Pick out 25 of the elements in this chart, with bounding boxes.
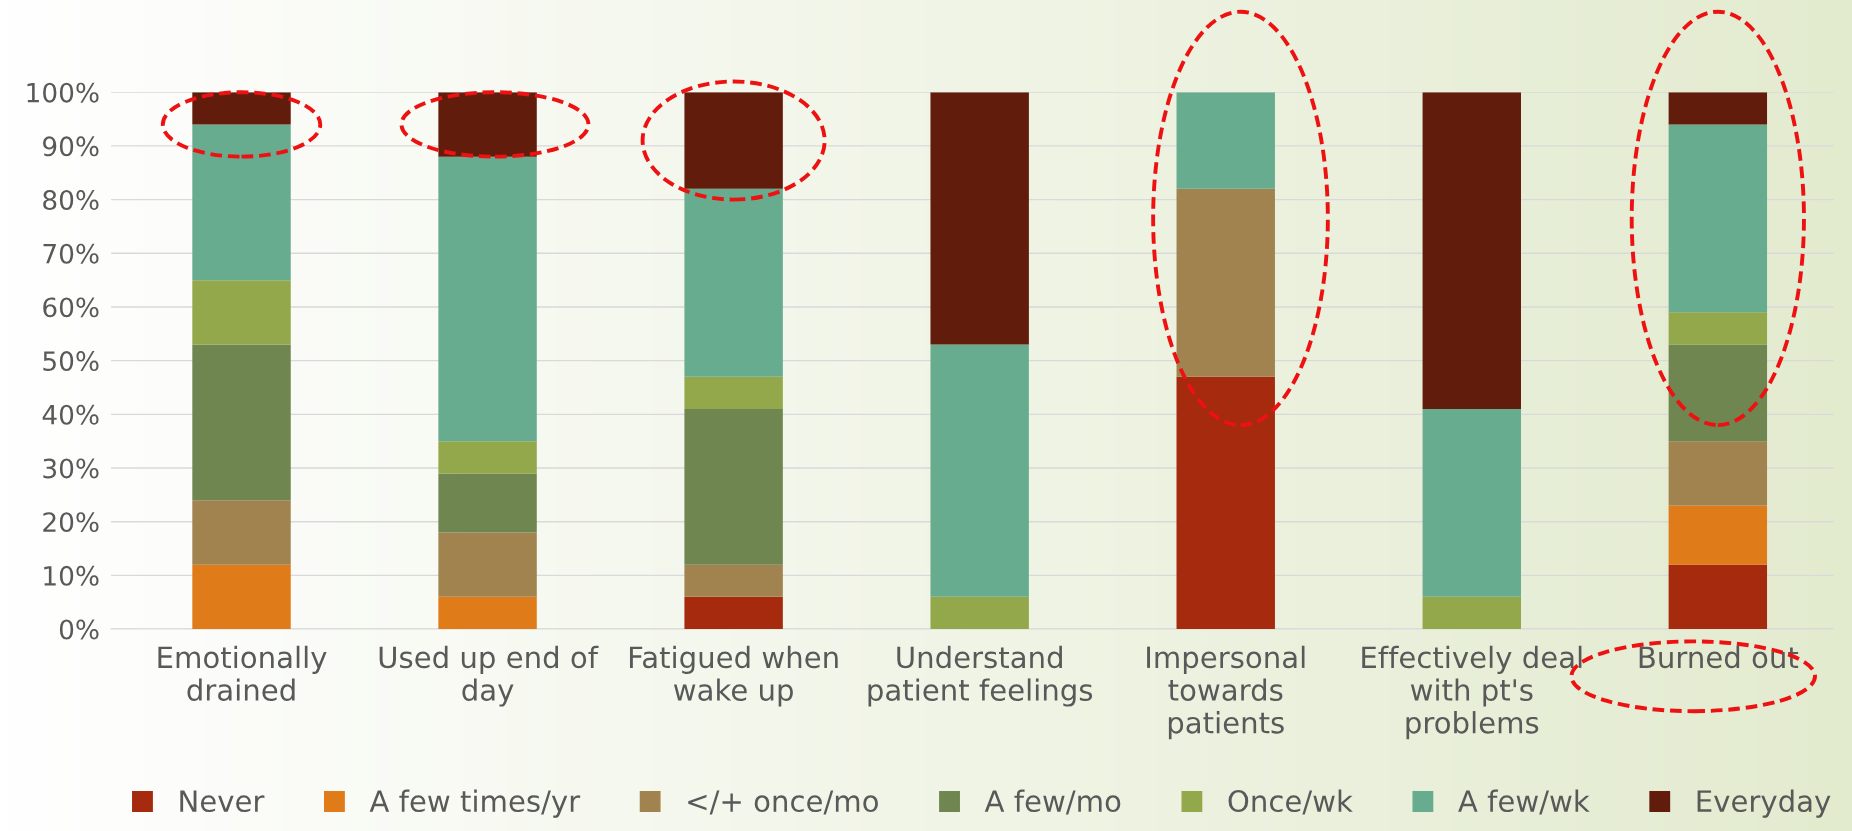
legend-label: </+ once/mo [688,790,878,815]
legend-label: A few/wk [1458,789,1590,815]
legend-label: Once/wk [1228,789,1353,815]
y-tick-label: 10% [44,565,99,586]
x-tick-label: Understand patient feelings [868,645,1093,707]
legend-label: Never [180,790,265,813]
y-tick-label: 100% [27,82,99,103]
y-tick-label: 20% [43,512,99,533]
y-tick-label: 70% [43,243,99,264]
legend-label: A few/mo [984,789,1121,815]
x-tick-label: Effectively deal with pt's problems [1362,645,1582,740]
y-tick-label: 50% [43,351,99,372]
x-tick-label: Emotionally drained [158,645,327,701]
y-tick-label: 60% [43,297,99,318]
legend-label: A few times/yr [369,789,581,818]
legend-label: Everyday [1697,789,1831,818]
x-tick-label: Burned out [1639,645,1799,669]
y-tick-label: 0% [59,619,99,640]
x-tick-label: Fatigued when wake up [629,645,838,707]
x-tick-label: Impersonal towards patients [1147,645,1305,740]
y-tick-label: 80% [43,190,99,211]
y-tick-label: 30% [43,458,99,479]
y-tick-label: 90% [43,136,99,157]
y-tick-label: 40% [42,404,99,425]
x-tick-label: Used up end of day [379,645,599,707]
